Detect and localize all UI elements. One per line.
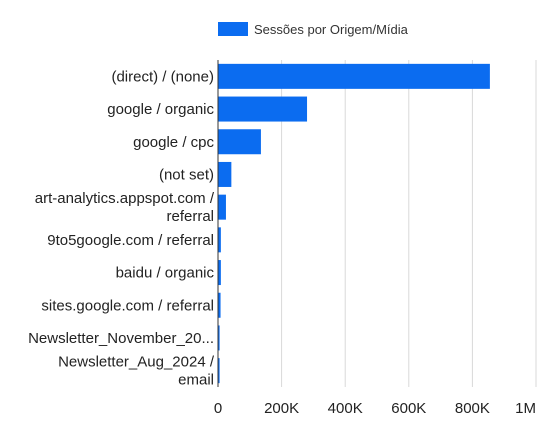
bar[interactable] — [218, 292, 221, 318]
category-label: sites.google.com / referral — [41, 297, 214, 314]
bar[interactable] — [218, 227, 221, 253]
category-label: (direct) / (none) — [111, 68, 214, 85]
bar[interactable] — [218, 63, 490, 89]
bar[interactable] — [218, 161, 232, 187]
bars — [218, 63, 490, 384]
legend-label: Sessões por Origem/Mídia — [254, 22, 409, 37]
category-labels: (direct) / (none) google / organic google … — [28, 68, 215, 388]
category-label: Newsletter_Aug_2024 /email — [58, 354, 215, 389]
category-label: baidu / organic — [116, 265, 215, 282]
bar[interactable] — [218, 194, 226, 220]
category-label: google / organic — [107, 101, 214, 118]
x-tick-label: 0 — [214, 400, 222, 417]
bar[interactable] — [218, 358, 220, 384]
x-tick-label: 400K — [328, 400, 363, 417]
legend-swatch — [218, 22, 248, 36]
x-tick-label: 1M — [515, 400, 536, 417]
bar[interactable] — [218, 129, 261, 155]
bar[interactable] — [218, 96, 308, 122]
bar[interactable] — [218, 260, 221, 286]
x-tick-label: 600K — [391, 400, 426, 417]
x-tick-label: 800K — [455, 400, 490, 417]
bar[interactable] — [218, 325, 220, 351]
gridlines — [281, 60, 537, 387]
legend[interactable]: Sessões por Origem/Mídia — [218, 22, 409, 37]
x-tick-label: 200K — [264, 400, 299, 417]
category-label: Newsletter_November_20... — [28, 330, 214, 347]
category-label: google / cpc — [133, 134, 214, 151]
category-label: art-analytics.appspot.com / referral — [35, 190, 215, 225]
category-label: (not set) — [159, 166, 214, 183]
category-label: 9to5google.com / referral — [47, 232, 214, 249]
x-tick-labels: 0 200K 400K 600K 800K 1M — [214, 400, 536, 417]
